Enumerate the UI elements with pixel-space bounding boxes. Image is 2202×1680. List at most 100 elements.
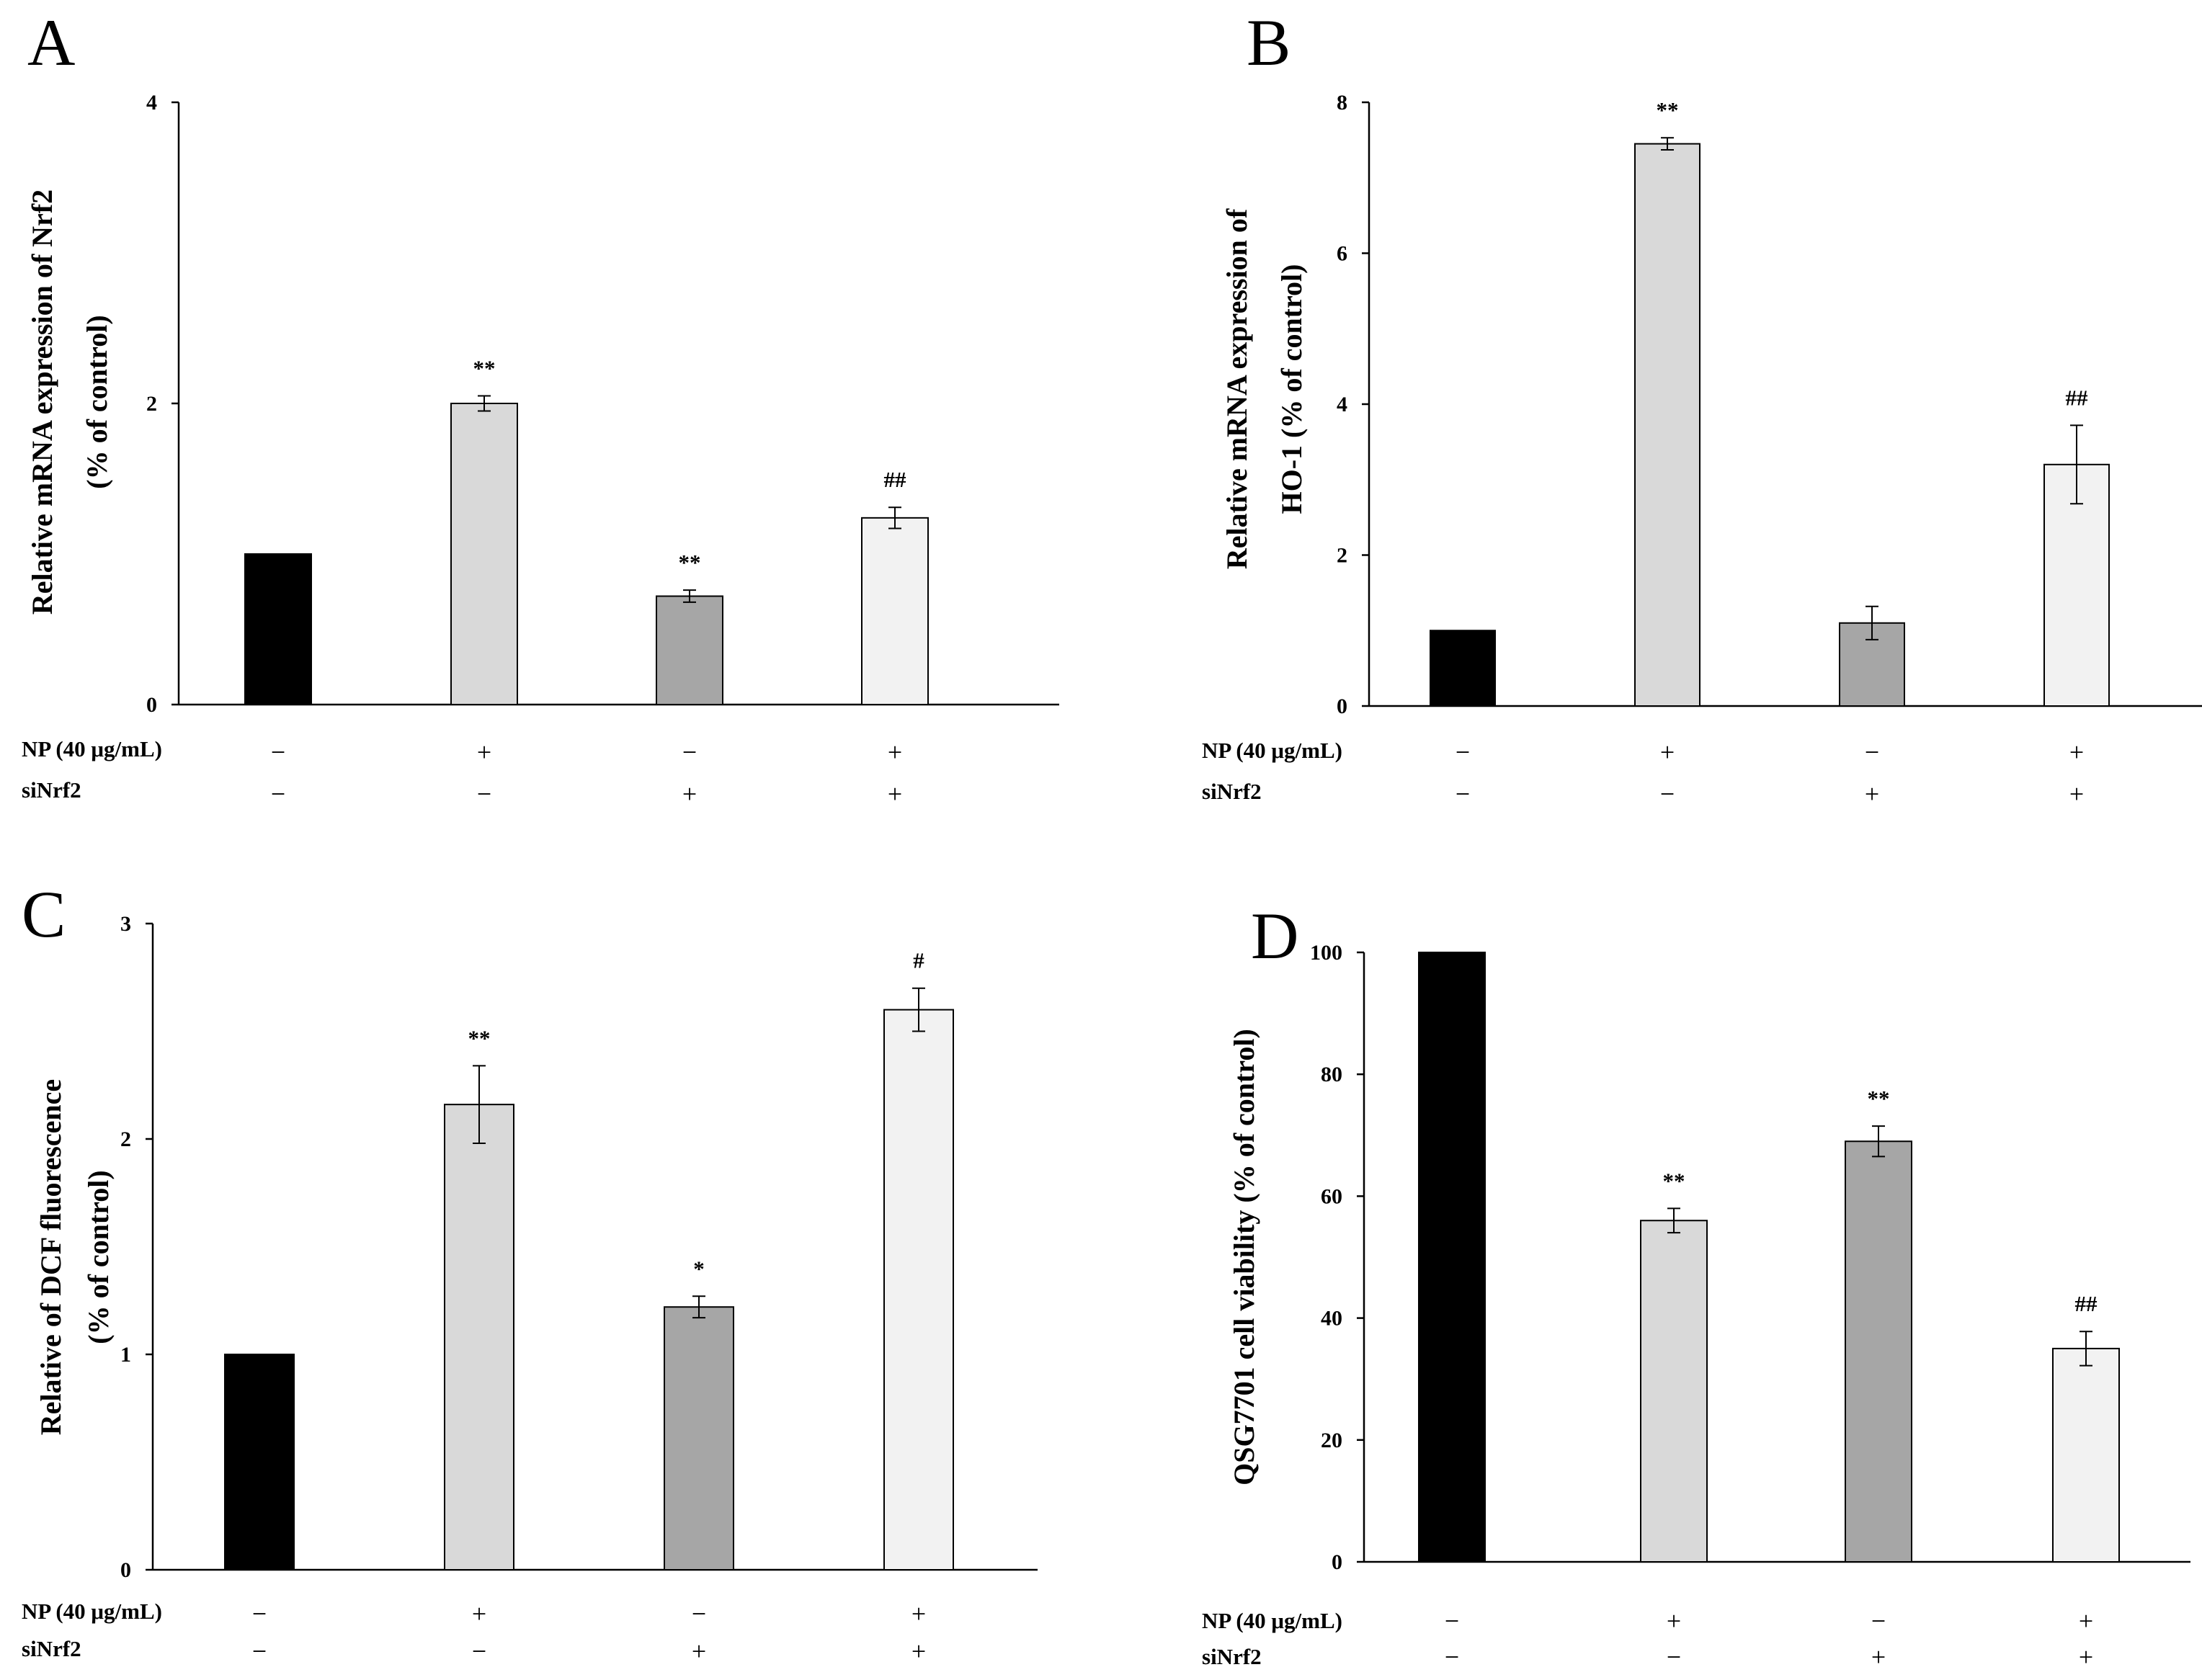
condition-label-np: NP (40 μg/mL) <box>22 1599 162 1624</box>
y-tick-label: 100 <box>1310 941 1342 965</box>
significance-label: ** <box>473 356 496 381</box>
condition-sign-np: − <box>1871 1607 1886 1635</box>
bar <box>450 403 518 705</box>
panel-D: D 0 20 40 60 80 100 QSG7701 cell viability (% o… <box>1202 899 2190 1671</box>
condition-sign-sinrf2: + <box>911 1637 926 1666</box>
bar <box>244 553 312 705</box>
bar <box>1634 143 1700 707</box>
y-tick-label: 3 <box>120 912 131 936</box>
condition-sign-sinrf2: − <box>271 779 285 808</box>
significance-label: ** <box>468 1025 491 1050</box>
condition-label-np: NP (40 μg/mL) <box>22 736 162 761</box>
y-axis-label: Relative mRNA expression of <box>1221 208 1253 569</box>
condition-sign-sinrf2: + <box>1871 1643 1886 1671</box>
condition-sign-np: + <box>472 1599 486 1628</box>
panel-C: C 0 1 2 3 Relative of DCF fluorescence (% of c… <box>22 877 1038 1666</box>
condition-sign-sinrf2: − <box>252 1637 267 1666</box>
condition-sign-np: − <box>692 1599 706 1628</box>
panel-A: A 0 2 4 Relative mRNA expression of Nrf2 (% o… <box>22 6 1059 808</box>
y-axis-label: Relative mRNA expression of Nrf2 <box>26 189 58 615</box>
y-axis-label: HO-1 (% of control) <box>1275 264 1308 514</box>
condition-sign-np: + <box>1667 1607 1681 1635</box>
condition-sign-sinrf2: − <box>477 779 491 808</box>
y-tick-label: 0 <box>120 1558 131 1582</box>
bar <box>444 1104 514 1571</box>
condition-label-np: NP (40 μg/mL) <box>1202 738 1342 763</box>
panel-letter: D <box>1251 899 1298 973</box>
condition-label-np: NP (40 μg/mL) <box>1202 1608 1342 1633</box>
condition-sign-sinrf2: + <box>1865 779 1879 808</box>
panel-letter: A <box>27 6 75 79</box>
significance-label: ** <box>679 550 701 575</box>
bar <box>664 1306 734 1570</box>
condition-sign-np: − <box>252 1599 267 1628</box>
y-tick-label: 6 <box>1337 242 1347 266</box>
y-tick-label: 0 <box>1337 694 1347 718</box>
condition-sign-np: − <box>1445 1607 1459 1635</box>
bar <box>1418 952 1486 1563</box>
bar <box>1845 1140 1912 1563</box>
significance-label: ** <box>1663 1168 1685 1193</box>
bar <box>861 517 929 706</box>
bar <box>1430 630 1496 707</box>
condition-sign-sinrf2: − <box>1456 779 1470 808</box>
condition-sign-sinrf2: + <box>682 779 697 808</box>
condition-label-sinrf2: siNrf2 <box>22 777 81 803</box>
y-tick-label: 0 <box>1332 1550 1342 1574</box>
y-axis-label: (% of control) <box>81 315 113 488</box>
condition-sign-sinrf2: + <box>2069 779 2084 808</box>
condition-sign-np: − <box>271 738 285 767</box>
condition-sign-np: − <box>1865 738 1879 767</box>
significance-label: ## <box>884 467 907 492</box>
condition-sign-np: − <box>682 738 697 767</box>
panel-letter: C <box>22 877 66 951</box>
condition-sign-np: + <box>2079 1607 2093 1635</box>
condition-sign-np: − <box>1456 738 1470 767</box>
significance-label: # <box>913 948 924 973</box>
bar <box>1640 1220 1708 1563</box>
y-tick-label: 2 <box>1337 544 1347 568</box>
y-axis-label: QSG7701 cell viability (% of control) <box>1228 1029 1260 1485</box>
y-tick-label: 8 <box>1337 91 1347 115</box>
y-tick-label: 40 <box>1321 1307 1342 1331</box>
significance-label: ## <box>2075 1291 2098 1316</box>
condition-sign-np: + <box>911 1599 926 1628</box>
y-tick-label: 0 <box>146 693 157 717</box>
y-axis-label: Relative of DCF fluorescence <box>35 1079 67 1435</box>
significance-label: ** <box>1868 1086 1890 1111</box>
condition-label-sinrf2: siNrf2 <box>1202 779 1262 804</box>
condition-sign-np: + <box>2069 738 2084 767</box>
y-tick-label: 1 <box>120 1343 131 1367</box>
condition-sign-sinrf2: − <box>472 1637 486 1666</box>
condition-label-sinrf2: siNrf2 <box>1202 1644 1262 1669</box>
condition-sign-sinrf2: + <box>692 1637 706 1666</box>
condition-sign-sinrf2: + <box>888 779 902 808</box>
y-axis-label: (% of control) <box>82 1170 115 1344</box>
condition-sign-sinrf2: − <box>1660 779 1675 808</box>
bar <box>224 1354 295 1570</box>
condition-sign-np: + <box>888 738 902 767</box>
bar <box>883 1009 954 1570</box>
y-tick-label: 60 <box>1321 1184 1342 1208</box>
condition-sign-sinrf2: − <box>1667 1643 1681 1671</box>
y-tick-label: 20 <box>1321 1429 1342 1452</box>
y-tick-label: 80 <box>1321 1063 1342 1086</box>
condition-sign-np: + <box>477 738 491 767</box>
condition-sign-sinrf2: + <box>2079 1643 2093 1671</box>
y-tick-label: 2 <box>146 392 157 416</box>
y-tick-label: 4 <box>146 91 157 115</box>
condition-label-sinrf2: siNrf2 <box>22 1636 81 1661</box>
y-tick-label: 2 <box>120 1127 131 1151</box>
y-tick-label: 4 <box>1337 393 1347 416</box>
panel-letter: B <box>1247 6 1291 79</box>
bar <box>2043 463 2110 707</box>
condition-sign-sinrf2: − <box>1445 1643 1459 1671</box>
significance-label: ## <box>2066 385 2089 410</box>
significance-label: ** <box>1657 97 1679 122</box>
bar <box>2052 1347 2120 1563</box>
condition-sign-np: + <box>1660 738 1675 767</box>
bar <box>656 595 723 706</box>
significance-label: * <box>693 1256 705 1281</box>
panel-B: B 0 2 4 6 8 Relative mRNA expression of HO-1 (%… <box>1202 6 2202 808</box>
